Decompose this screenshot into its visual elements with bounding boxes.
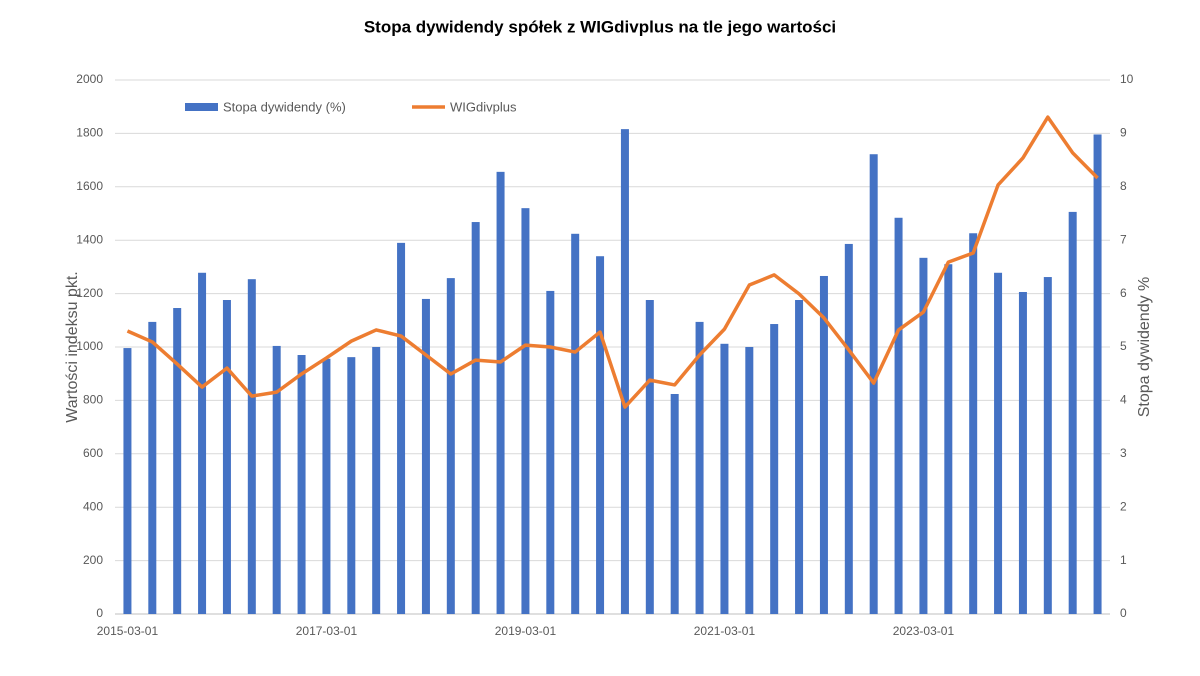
x-tick-label: 2017-03-01 [296, 624, 358, 638]
bar [620, 129, 629, 615]
y2-tick-label: 8 [1120, 179, 1127, 193]
bar [247, 279, 256, 614]
chart-title: Stopa dywidendy spółek z WIGdivplus na t… [364, 17, 836, 36]
x-tick-label: 2023-03-01 [893, 624, 955, 638]
bar [819, 275, 828, 614]
bar [471, 222, 480, 614]
y2-tick-label: 0 [1120, 606, 1127, 620]
bar [795, 300, 804, 614]
bar [322, 358, 331, 614]
y-tick-label: 800 [83, 393, 103, 407]
bar [745, 347, 754, 614]
y-tick-label: 1600 [76, 179, 103, 193]
bar [770, 324, 779, 614]
y2-tick-label: 2 [1120, 499, 1127, 513]
x-tick-label: 2019-03-01 [495, 624, 557, 638]
y2-tick-label: 6 [1120, 286, 1127, 300]
bar [173, 308, 182, 614]
bar [397, 242, 406, 614]
bar [1043, 277, 1052, 614]
bar [571, 233, 580, 615]
x-tick-label: 2021-03-01 [694, 624, 756, 638]
bar [347, 357, 356, 614]
y-tick-label: 1000 [76, 339, 103, 353]
y-tick-label: 400 [83, 499, 103, 513]
bar [844, 243, 853, 615]
bar [1093, 134, 1102, 614]
bar [372, 347, 381, 614]
bar [1018, 291, 1027, 614]
y-tick-label: 200 [83, 553, 103, 567]
bar [894, 217, 903, 614]
bar [123, 348, 132, 614]
y2-tick-label: 4 [1120, 393, 1127, 407]
bar [222, 300, 231, 614]
y-tick-label: 1200 [76, 286, 103, 300]
bar [546, 290, 555, 614]
y2-tick-label: 3 [1120, 446, 1127, 460]
x-tick-label: 2015-03-01 [97, 624, 159, 638]
bar [596, 256, 605, 614]
bar [919, 257, 928, 614]
y2-axis-title: Stopa dywidendy % [1136, 277, 1153, 418]
bar [446, 278, 455, 614]
bar [944, 264, 953, 614]
y-tick-label: 2000 [76, 72, 103, 86]
legend-swatch [185, 103, 218, 111]
bar [521, 208, 530, 614]
y-tick-label: 1400 [76, 232, 103, 246]
y2-tick-label: 9 [1120, 126, 1127, 140]
y2-tick-label: 5 [1120, 339, 1127, 353]
bar [148, 321, 157, 614]
legend-label: Stopa dywidendy (%) [223, 99, 346, 114]
y-tick-label: 1800 [76, 126, 103, 140]
bar [994, 272, 1003, 614]
y2-tick-label: 7 [1120, 232, 1127, 246]
y-tick-label: 600 [83, 446, 103, 460]
line [126, 115, 1099, 409]
bar [969, 233, 978, 614]
bar [421, 298, 430, 614]
legend-label: WIGdivplus [450, 99, 517, 114]
bar [297, 355, 306, 614]
y2-tick-label: 1 [1120, 553, 1127, 567]
bar [272, 345, 281, 614]
y-axis-title: Wartości indeksu pkt. [64, 271, 81, 422]
bar [670, 393, 679, 614]
bar [720, 343, 729, 614]
bar [198, 272, 207, 614]
bar [1068, 211, 1077, 614]
bar [496, 171, 505, 614]
y2-tick-label: 10 [1120, 72, 1134, 86]
bar [645, 300, 654, 614]
y-tick-label: 0 [96, 606, 103, 620]
bar [695, 321, 704, 614]
